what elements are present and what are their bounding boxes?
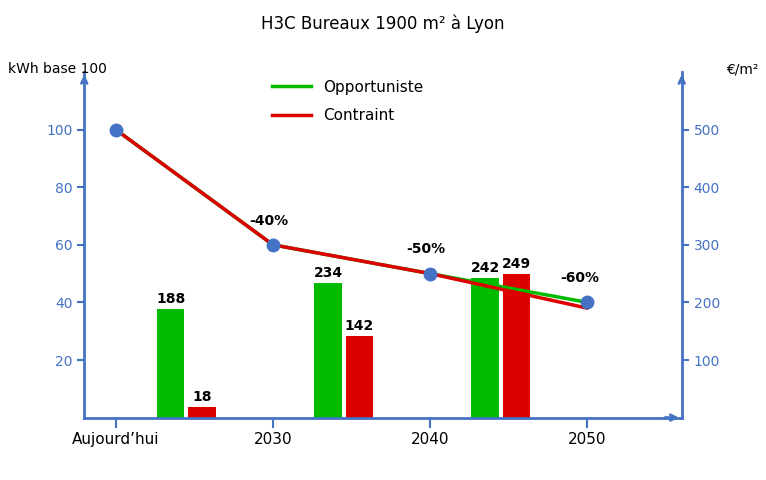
Text: 249: 249 xyxy=(502,257,531,271)
Legend: Opportuniste, Contraint: Opportuniste, Contraint xyxy=(273,80,423,123)
Bar xyxy=(188,407,216,418)
Bar xyxy=(471,278,499,418)
Text: 188: 188 xyxy=(156,292,185,306)
Bar xyxy=(314,283,342,418)
Text: 242: 242 xyxy=(470,261,500,276)
Text: €/m²: €/m² xyxy=(726,62,758,76)
Bar xyxy=(503,274,530,418)
Text: -50%: -50% xyxy=(407,242,446,256)
Text: -60%: -60% xyxy=(560,271,599,285)
Text: H3C Bureaux 1900 m² à Lyon: H3C Bureaux 1900 m² à Lyon xyxy=(261,14,505,33)
Text: 142: 142 xyxy=(345,319,374,333)
Text: 234: 234 xyxy=(313,266,342,280)
Bar xyxy=(157,309,185,418)
Text: -40%: -40% xyxy=(250,214,289,228)
Text: kWh base 100: kWh base 100 xyxy=(8,62,106,76)
Text: 18: 18 xyxy=(192,390,212,404)
Bar xyxy=(345,336,373,418)
